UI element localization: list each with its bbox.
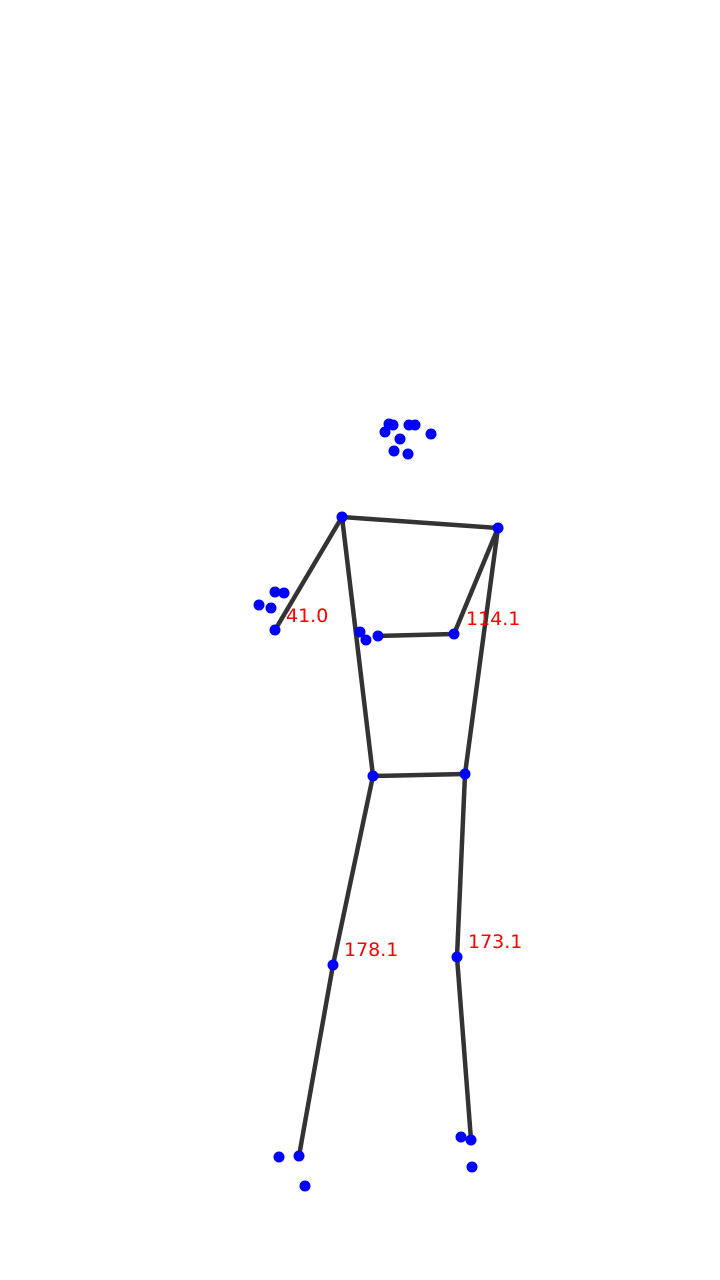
landmark-left-index [278, 587, 290, 599]
landmark-left-ankle [293, 1150, 305, 1162]
landmark-left-elbow [269, 624, 281, 636]
landmark-left-heel [273, 1151, 285, 1163]
landmark-nose [394, 433, 406, 445]
bone-right-shoulder-to-right-hip [462, 525, 501, 777]
landmark-left-wrist [354, 626, 366, 638]
bone-left-shoulder-to-left-elbow [272, 514, 345, 633]
landmark-left-foot-index [299, 1180, 311, 1192]
landmark-left-thumb-tip [265, 602, 277, 614]
angle-label-right-knee: 173.1 [468, 931, 522, 953]
angle-label-left-elbow: 41.0 [286, 605, 328, 627]
landmark-mouth-right [402, 448, 414, 460]
landmark-left-shoulder [336, 511, 348, 523]
landmark-right-foot-index [466, 1161, 478, 1173]
landmark-right-elbow [448, 628, 460, 640]
landmark-left-knee [327, 959, 339, 971]
bone-left-shoulder-to-left-hip [339, 514, 376, 779]
landmark-right-hip [459, 768, 471, 780]
landmark-left-pinky [269, 586, 281, 598]
landmark-mouth-left [388, 445, 400, 457]
angle-label-right-elbow: 114.1 [466, 608, 520, 630]
landmark-right-shoulder [492, 522, 504, 534]
bone-left-hip-to-left-knee [330, 773, 376, 968]
bone-left-knee-to-left-ankle [296, 962, 336, 1159]
skeleton-bones [272, 514, 501, 1159]
landmark-right-eye-outer [425, 428, 437, 440]
pose-landmarks [253, 418, 504, 1192]
landmark-right-knee [451, 951, 463, 963]
bone-right-shoulder-to-right-elbow [451, 525, 501, 637]
bone-left-hip-to-right-hip [370, 771, 468, 779]
bone-left-shoulder-to-right-shoulder [339, 514, 501, 531]
landmark-right-eye [409, 419, 421, 431]
landmark-left-thumb [253, 599, 265, 611]
landmark-right-wrist [372, 630, 384, 642]
joint-angle-labels: 41.0 114.1 178.1 173.1 [286, 605, 522, 961]
bone-right-hip-to-right-knee [454, 771, 468, 960]
landmark-right-pinky [360, 634, 372, 646]
landmark-left-hip [367, 770, 379, 782]
bone-right-knee-to-right-ankle [454, 954, 474, 1143]
landmark-right-ankle [465, 1134, 477, 1146]
landmark-left-eye-outer [379, 426, 391, 438]
angle-label-left-knee: 178.1 [344, 939, 398, 961]
bone-right-elbow-to-right-wrist [375, 631, 457, 639]
landmark-right-heel [455, 1131, 467, 1143]
